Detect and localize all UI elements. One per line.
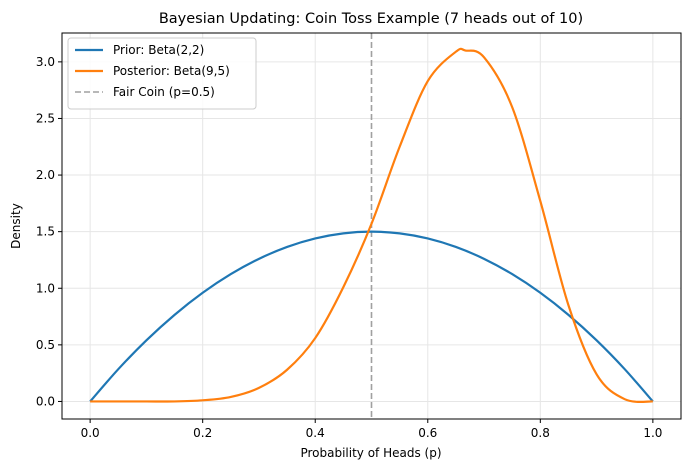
y-tick-label: 1.5: [36, 225, 55, 239]
legend-label: Fair Coin (p=0.5): [113, 85, 215, 99]
y-tick-label: 2.0: [36, 168, 55, 182]
y-tick-label: 1.0: [36, 281, 55, 295]
x-tick-label: 1.0: [643, 426, 662, 440]
x-tick-label: 0.0: [81, 426, 100, 440]
y-tick-label: 2.5: [36, 111, 55, 125]
legend: Prior: Beta(2,2) Posterior: Beta(9,5) Fair…: [67, 37, 257, 110]
chart-title: Bayesian Updating: Coin Toss Example (7 …: [159, 11, 583, 27]
legend-label: Posterior: Beta(9,5): [113, 64, 230, 78]
legend-label: Prior: Beta(2,2): [113, 43, 204, 57]
x-tick-label: 0.2: [193, 426, 212, 440]
y-tick-label: 0.5: [36, 338, 55, 352]
y-tick-label: 3.0: [36, 55, 55, 69]
x-tick-label: 0.6: [418, 426, 437, 440]
y-axis-ticks: 0.0 0.5 1.0 1.5 2.0 2.5 3.0: [36, 55, 62, 408]
y-tick-label: 0.0: [36, 394, 55, 408]
plot-frame: [61, 32, 682, 420]
y-axis-label: Density: [9, 203, 23, 249]
prior-beta-2-2-line: [89, 230, 654, 403]
series-lines: [89, 47, 654, 403]
x-axis-ticks: 0.0 0.2 0.4 0.6 0.8 1.0: [81, 419, 662, 440]
posterior-beta-9-5-line: [90, 47, 653, 403]
x-tick-label: 0.4: [306, 426, 325, 440]
legend-box: [67, 37, 257, 110]
x-tick-label: 0.8: [531, 426, 550, 440]
x-axis-label: Probability of Heads (p): [300, 446, 441, 460]
